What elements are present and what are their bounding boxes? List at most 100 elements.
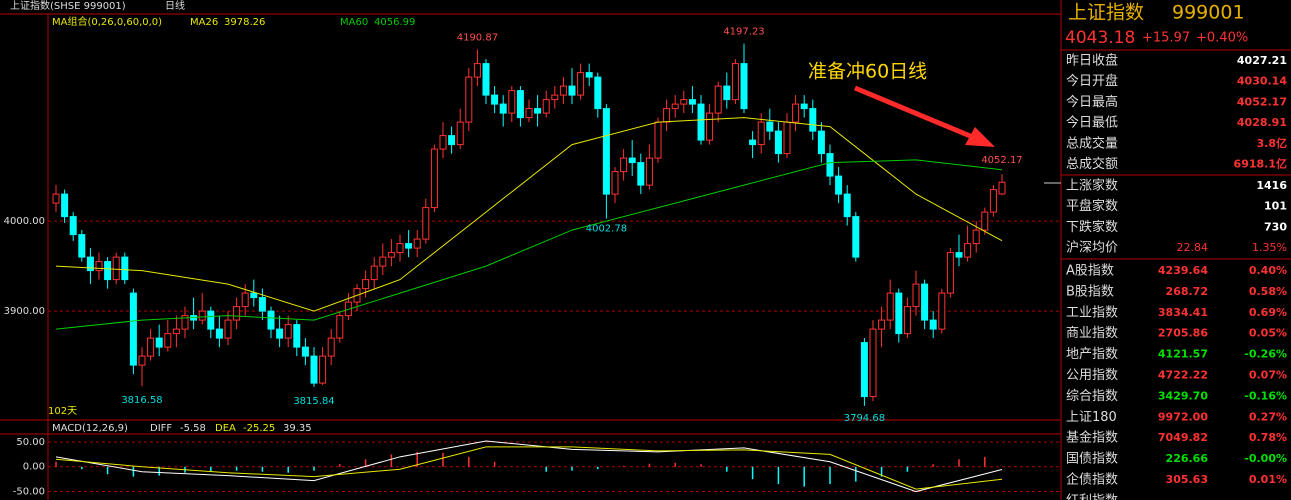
- candle-body: [671, 103, 679, 110]
- candle-body: [637, 162, 645, 186]
- candle-body: [620, 157, 628, 173]
- candle-body: [121, 256, 129, 281]
- diff-line: [55, 440, 1003, 493]
- row-value: 4121.57: [1158, 348, 1208, 361]
- candle-body: [972, 229, 980, 245]
- price: 4043.18: [1065, 28, 1135, 48]
- row-label: 总成交量: [1066, 135, 1118, 151]
- candle-body: [921, 283, 929, 321]
- candle-body: [714, 85, 722, 114]
- candle-body: [172, 328, 180, 335]
- row-pct: -0.26%: [1244, 348, 1287, 361]
- row-pct: 0.69%: [1249, 306, 1287, 319]
- candle-body: [826, 153, 834, 177]
- legend-value: 3978.26: [224, 17, 265, 28]
- candle-body: [628, 157, 636, 164]
- row-label: 公用指数: [1066, 368, 1118, 383]
- candle-body: [688, 99, 696, 105]
- candle-body: [258, 297, 266, 312]
- candle-body: [783, 121, 791, 155]
- candle-body: [155, 337, 163, 348]
- candle-body: [482, 63, 490, 96]
- diff-name: DIFF: [150, 423, 172, 434]
- candle-body: [181, 315, 189, 330]
- candle-body: [301, 346, 309, 357]
- candle-body: [336, 315, 344, 339]
- candle-body: [577, 72, 585, 96]
- row-value: 4239.64: [1158, 264, 1208, 277]
- candle-body: [568, 85, 576, 96]
- candle-body: [955, 252, 963, 258]
- candle-body: [860, 342, 868, 398]
- diff-value: -5.58: [180, 423, 206, 434]
- candle-body: [981, 211, 989, 231]
- period: 日线: [165, 0, 185, 12]
- row-label: 下跌家数: [1066, 219, 1118, 235]
- dea-line: [55, 446, 1003, 490]
- ma-line: [55, 159, 1003, 330]
- arrow-head: [965, 127, 995, 147]
- row-label: 上涨家数: [1066, 178, 1118, 194]
- candle-body: [534, 108, 542, 114]
- y-tick-label: -50.00: [13, 487, 45, 498]
- price-label: 3816.58: [121, 395, 162, 406]
- price-label: 3815.84: [293, 396, 334, 407]
- candle-body: [903, 306, 911, 335]
- candle-body: [516, 90, 524, 119]
- row-pct: -0.16%: [1244, 389, 1287, 402]
- y-tick-label: 50.00: [16, 437, 45, 448]
- row-value: 3.8亿: [1257, 136, 1288, 150]
- candle-body: [61, 193, 69, 218]
- candle-body: [86, 256, 94, 272]
- candle-body: [852, 216, 860, 258]
- candle-body: [430, 148, 438, 209]
- candle-body: [594, 76, 602, 110]
- row-label: 红利指数: [1066, 492, 1118, 500]
- row-pct: 0.40%: [1249, 264, 1287, 277]
- candle-body: [559, 85, 567, 96]
- candle-body: [585, 72, 593, 78]
- price-label: 4052.17: [981, 155, 1022, 166]
- candle-body: [654, 121, 662, 159]
- candle-body: [95, 261, 103, 272]
- candle-body: [809, 108, 817, 132]
- change: +15.97: [1142, 31, 1190, 46]
- candle-body: [215, 328, 223, 339]
- candle-body: [52, 193, 60, 204]
- candle-body: [147, 337, 155, 357]
- candle-body: [422, 207, 430, 240]
- candle-body: [465, 76, 473, 123]
- row-value: 3834.41: [1158, 306, 1208, 319]
- row-pct: 0.01%: [1249, 473, 1287, 486]
- candle-body: [731, 63, 739, 101]
- candle-body: [680, 99, 688, 105]
- chart-title: 上证指数(SHSE 999001): [10, 0, 126, 12]
- days-label: 102天: [48, 406, 77, 417]
- row-value: 4027.21: [1237, 54, 1287, 67]
- candle-body: [508, 90, 516, 114]
- candle-body: [989, 189, 997, 213]
- row-pct: 0.05%: [1249, 327, 1287, 340]
- candle-body: [817, 130, 825, 155]
- candle-body: [207, 310, 215, 330]
- candle-body: [611, 171, 619, 195]
- candle-body: [774, 130, 782, 155]
- row-pct: 0.78%: [1249, 431, 1287, 444]
- candle-body: [387, 252, 395, 258]
- row-label: 企债指数: [1066, 472, 1118, 488]
- row-value: 4030.14: [1237, 75, 1287, 88]
- candle-body: [792, 103, 800, 123]
- row-label: 地产指数: [1066, 347, 1118, 362]
- candle-body: [645, 157, 653, 186]
- candle-body: [499, 103, 507, 114]
- row-value: 9972.00: [1158, 410, 1208, 423]
- candle-body: [542, 99, 550, 114]
- candle-body: [491, 94, 499, 105]
- candle-body: [602, 108, 610, 195]
- price-label: 3794.68: [844, 413, 885, 424]
- row-value: 305.63: [1166, 473, 1208, 486]
- candle-body: [938, 292, 946, 330]
- candle-body: [525, 108, 533, 119]
- candle-body: [241, 292, 249, 308]
- row-pct: 0.07%: [1249, 369, 1287, 382]
